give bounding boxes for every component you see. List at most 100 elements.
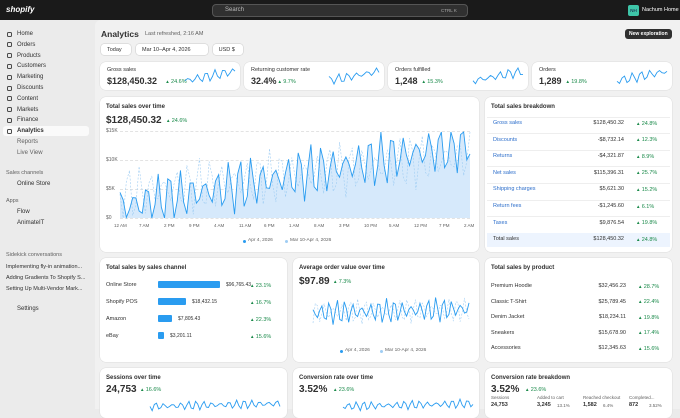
nav-item[interactable]: Orders	[17, 41, 36, 48]
nav-item[interactable]: Markets	[17, 106, 39, 113]
row-change: 19.8%	[638, 315, 660, 321]
nav-icon	[7, 117, 12, 123]
card-value: $128,450.32	[106, 115, 162, 126]
nav-icon	[7, 128, 12, 134]
nav-icon	[7, 107, 12, 113]
row-change: 24.8%	[636, 237, 658, 243]
search-box[interactable]	[212, 4, 468, 17]
kpi-change: 15.3%	[422, 79, 443, 85]
nav-item[interactable]: AnimateIT	[17, 220, 45, 226]
nav-icon	[7, 63, 12, 69]
row-value: $3,201.11	[170, 333, 192, 339]
step-label: Reached checkout	[583, 395, 621, 400]
row-value: $18,234.11	[598, 314, 626, 320]
row-change: 22.4%	[638, 299, 660, 305]
card-title: Total sales by sales channel	[106, 265, 187, 271]
row-change: 16.7%	[250, 300, 272, 306]
x-tick-label: 3 PM	[339, 223, 350, 228]
card-value: 3.52%	[491, 384, 520, 395]
card-value: 3.52%	[299, 384, 328, 395]
nav-item[interactable]: Content	[17, 95, 39, 102]
row-change: 17.4%	[638, 330, 660, 336]
card-change: 23.6%	[525, 387, 547, 393]
nav-item[interactable]: Discounts	[17, 85, 44, 91]
row-label[interactable]: Net sales	[493, 169, 516, 176]
line	[312, 297, 470, 325]
new-exploration-button[interactable]: New exploration	[625, 29, 672, 39]
nav-item[interactable]: Finance	[17, 117, 39, 124]
row-value: -$8,732.14	[597, 136, 624, 143]
card	[388, 62, 528, 90]
row-change: 8.9%	[636, 154, 655, 160]
filter-button[interactable]	[101, 44, 131, 55]
nav-item[interactable]: Customers	[17, 63, 47, 70]
legend-label: Apr 4, 2026	[248, 238, 273, 243]
refreshed: Last refreshed, 2:16 AM	[145, 31, 204, 37]
conversation[interactable]: Adding Gradients To Shopify S...	[6, 275, 86, 281]
row-label[interactable]: Discounts	[493, 136, 518, 143]
nav-icon	[7, 74, 12, 80]
conversation[interactable]: Setting Up Multi-Vendor Mark...	[6, 286, 83, 292]
logo[interactable]: shopify	[6, 5, 35, 14]
card	[100, 62, 240, 90]
x-tick-label: 6 PM	[264, 223, 275, 228]
row-value: $18,432.15	[192, 299, 218, 305]
row-change: 12.3%	[636, 137, 658, 143]
line	[328, 67, 380, 86]
x-tick-label: 1 AM	[289, 223, 300, 228]
y-tick-label: $5K	[106, 186, 115, 192]
x-tick-label: 11 AM	[239, 223, 252, 228]
filter-label: USD $	[218, 46, 235, 53]
nav-item[interactable]: Online Store	[17, 181, 51, 187]
row-bg	[487, 182, 670, 197]
row-value: $5,621.30	[599, 186, 624, 193]
store-name[interactable]: Nachum Home	[642, 7, 679, 13]
filter-button[interactable]	[136, 44, 208, 55]
conversation[interactable]: Implementing fly-in animation...	[6, 264, 83, 270]
nav-subitem[interactable]: Live View	[17, 150, 43, 156]
row-label[interactable]: Gross sales	[493, 120, 523, 126]
sparkline	[312, 297, 470, 325]
nav-item[interactable]: Products	[17, 52, 41, 59]
legend-label: Mar 10-Apr 4, 2026	[385, 348, 427, 353]
card-title: Conversion rate breakdown	[491, 375, 571, 381]
row-label: Shopify POS	[106, 299, 138, 305]
nav-item[interactable]: Flow	[17, 209, 30, 215]
row-bg	[487, 232, 670, 247]
sparkline	[119, 131, 471, 220]
nav-item[interactable]: Analytics	[17, 128, 44, 135]
nav-item[interactable]: Settings	[17, 306, 39, 312]
step-rate: 6.4%	[603, 402, 614, 408]
card-change: 24.6%	[166, 118, 188, 124]
row-change: 28.7%	[638, 284, 660, 290]
row-bg	[487, 199, 670, 214]
row-change: 24.8%	[636, 121, 658, 127]
row-bg	[487, 166, 670, 180]
nav-icon	[7, 31, 12, 37]
row-label[interactable]: Shipping charges	[493, 186, 536, 193]
nav-item[interactable]: Marketing	[17, 74, 44, 81]
filter-label: Today	[107, 46, 122, 53]
nav-subitem[interactable]: Reports	[17, 139, 39, 145]
avatar[interactable]: NH	[628, 5, 639, 16]
filter-button[interactable]	[212, 44, 243, 55]
row-bg	[487, 133, 670, 147]
row-label: Premium Hoodie	[491, 283, 532, 289]
row-label[interactable]: Return fees	[493, 203, 522, 209]
row-change: 25.7%	[636, 170, 658, 176]
kpi-value: 1,248	[395, 76, 418, 86]
row-label[interactable]: Taxes	[493, 219, 508, 226]
legend-label: Mar 10-Apr 4, 2026	[290, 238, 332, 243]
row-value: $32,456.23	[598, 283, 626, 289]
row-bg	[487, 116, 670, 131]
row-value: $128,450.32	[593, 120, 624, 126]
row-bg	[487, 149, 670, 164]
card-title: Sessions over time	[106, 375, 161, 381]
row-value: $128,450.32	[593, 236, 624, 243]
x-tick-label: 2 PM	[164, 223, 175, 228]
search: Search	[225, 7, 245, 13]
nav-item[interactable]: Home	[17, 31, 34, 37]
area	[120, 132, 470, 218]
legend-swatch	[243, 239, 246, 243]
row-label[interactable]: Returns	[493, 153, 513, 160]
